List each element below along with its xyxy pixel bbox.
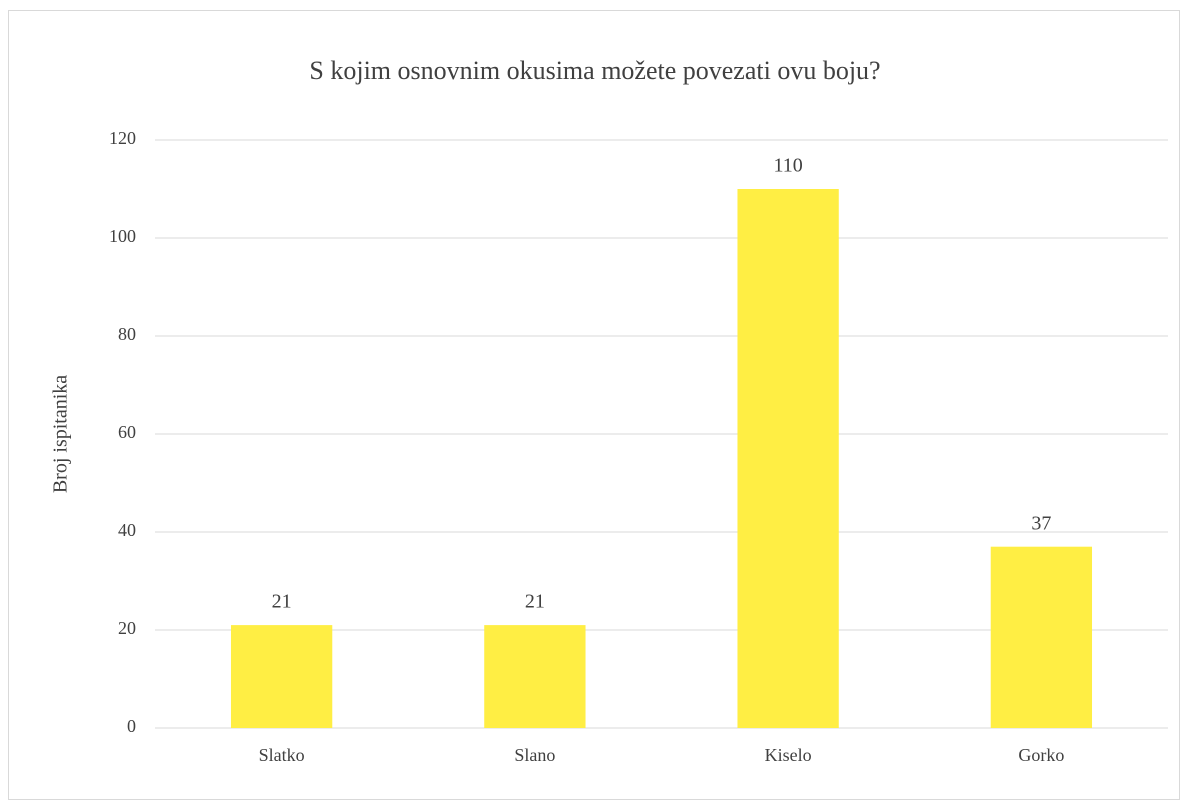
y-tick-label: 0 xyxy=(127,716,136,736)
y-tick-label: 80 xyxy=(118,324,136,344)
bar xyxy=(990,546,1093,728)
y-tick-label: 100 xyxy=(109,226,136,246)
bar xyxy=(230,625,333,728)
y-tick-label: 40 xyxy=(118,520,136,540)
bar xyxy=(484,625,586,728)
y-axis-label: Broj ispitanika xyxy=(50,375,72,493)
x-tick-label: Gorko xyxy=(1018,745,1064,765)
data-label: 110 xyxy=(773,155,802,177)
data-label: 21 xyxy=(525,591,545,613)
data-label: 37 xyxy=(1031,512,1051,534)
y-tick-label: 20 xyxy=(118,618,136,638)
x-tick-label: Slatko xyxy=(259,745,305,765)
chart-border xyxy=(8,10,1180,800)
chart-title: S kojim osnovnim okusima možete povezati… xyxy=(309,56,880,85)
x-tick-label: Slano xyxy=(514,745,555,765)
x-tick-label: Kiselo xyxy=(765,745,812,765)
bar xyxy=(737,189,839,728)
data-label: 21 xyxy=(272,591,292,613)
y-tick-label: 120 xyxy=(109,128,136,148)
y-tick-label: 60 xyxy=(118,422,136,442)
